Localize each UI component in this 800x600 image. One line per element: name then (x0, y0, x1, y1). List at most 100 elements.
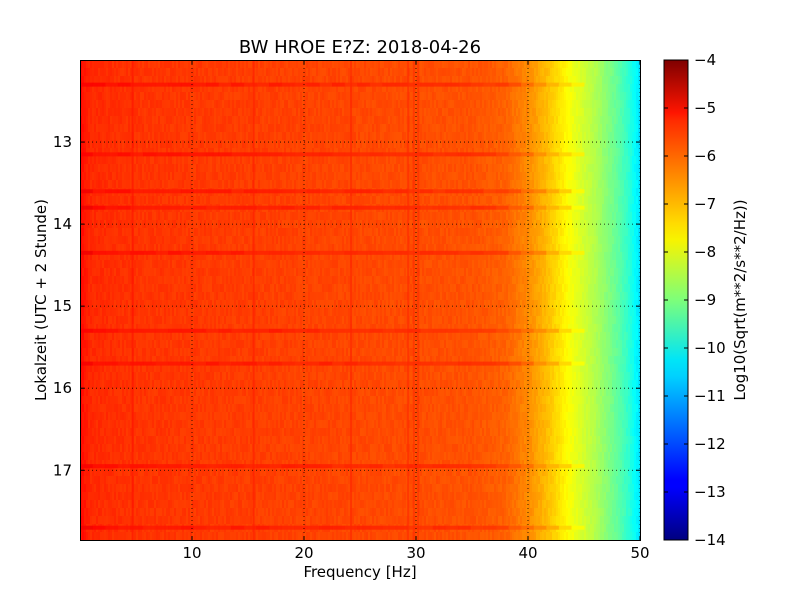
heatmap-cell (136, 356, 139, 365)
heatmap-cell (166, 108, 169, 117)
heatmap-cell (160, 212, 163, 221)
heatmap-cell (112, 292, 115, 301)
heatmap-cell (134, 236, 137, 245)
heatmap-cell (152, 220, 155, 229)
heatmap-cell (170, 316, 173, 325)
heatmap-cell (84, 180, 87, 189)
heatmap-cell (112, 348, 115, 357)
heatmap-cell (124, 516, 127, 525)
heatmap-cell (90, 220, 93, 229)
heatmap-cell (108, 484, 111, 493)
heatmap-cell (124, 452, 127, 461)
heatmap-cell (90, 60, 93, 69)
heatmap-cell (130, 292, 133, 301)
heatmap-cell (128, 428, 131, 437)
heatmap-cell (88, 308, 91, 317)
heatmap-cell (102, 68, 105, 77)
heatmap-cell (138, 348, 141, 357)
heatmap-cell (154, 532, 157, 540)
heatmap-cell (90, 356, 93, 365)
heatmap-cell (148, 156, 151, 165)
heatmap-cell (86, 508, 89, 517)
heatmap-cell (126, 172, 129, 181)
heatmap-cell (96, 484, 99, 493)
heatmap-cell (94, 156, 97, 165)
heatmap-cell (162, 60, 165, 69)
heatmap-cell (122, 196, 125, 205)
heatmap-cell (146, 108, 149, 117)
heatmap-cell (164, 516, 167, 525)
heatmap-cell (114, 60, 117, 69)
heatmap-cell (98, 228, 101, 237)
heatmap-cell (162, 340, 165, 349)
heatmap-cell (106, 244, 109, 253)
heatmap-cell (112, 324, 115, 333)
heatmap-cell (96, 148, 99, 157)
heatmap-cell (160, 508, 163, 517)
heatmap-cell (120, 148, 123, 157)
heatmap-cell (164, 212, 167, 221)
heatmap-cell (80, 116, 83, 125)
heatmap-cell (166, 292, 169, 301)
heatmap-cell (126, 276, 129, 285)
heatmap-cell (164, 140, 167, 149)
heatmap-cell (146, 356, 149, 365)
heatmap-cell (80, 268, 83, 277)
heatmap-cell (146, 516, 149, 525)
heatmap-cell (96, 364, 99, 373)
heatmap-cell (156, 196, 159, 205)
heatmap-cell (154, 388, 157, 397)
heatmap-cell (162, 228, 165, 237)
heatmap-cell (82, 380, 85, 389)
heatmap-cell (148, 516, 151, 525)
heatmap-cell (116, 508, 119, 517)
heatmap-cell (142, 284, 145, 293)
heatmap-cell (166, 252, 169, 261)
heatmap-cell (128, 308, 131, 317)
heatmap-cell (108, 404, 111, 413)
heatmap-cell (108, 268, 111, 277)
heatmap-cell (114, 300, 117, 309)
heatmap-cell (152, 444, 155, 453)
heatmap-cell (102, 356, 105, 365)
heatmap-cell (174, 516, 177, 525)
heatmap-cell (162, 84, 165, 93)
heatmap-cell (174, 116, 177, 125)
heatmap-cell (150, 68, 153, 77)
heatmap-cell (124, 396, 127, 405)
heatmap-cell (122, 164, 125, 173)
heatmap-cell (98, 396, 101, 405)
heatmap-cell (142, 516, 145, 525)
heatmap-cell (166, 508, 169, 517)
heatmap-cell (118, 196, 121, 205)
heatmap-cell (102, 268, 105, 277)
heatmap-cell (104, 244, 107, 253)
heatmap-cell (104, 508, 107, 517)
heatmap-cell (80, 356, 83, 365)
heatmap-cell (158, 100, 161, 109)
heatmap-cell (160, 84, 163, 93)
heatmap-cell (120, 276, 123, 285)
heatmap-cell (104, 388, 107, 397)
heatmap-cell (128, 348, 131, 357)
heatmap-cell (164, 164, 167, 173)
heatmap-cell (90, 100, 93, 109)
heatmap-cell (144, 500, 147, 509)
heatmap-cell (104, 260, 107, 269)
heatmap-cell (142, 316, 145, 325)
heatmap-cell (166, 84, 169, 93)
heatmap-cell (172, 260, 175, 269)
heatmap-cell (170, 492, 173, 501)
heatmap-cell (114, 364, 117, 373)
heatmap-cell (128, 484, 131, 493)
heatmap-cell (80, 132, 83, 141)
heatmap-cell (176, 124, 179, 133)
heatmap-cell (176, 276, 179, 285)
heatmap-cell (146, 388, 149, 397)
heatmap-cell (86, 284, 89, 293)
heatmap-cell (158, 140, 161, 149)
heatmap-cell (150, 492, 153, 501)
heatmap-cell (172, 100, 175, 109)
heatmap-cell (80, 396, 83, 405)
heatmap-cell (118, 476, 121, 485)
